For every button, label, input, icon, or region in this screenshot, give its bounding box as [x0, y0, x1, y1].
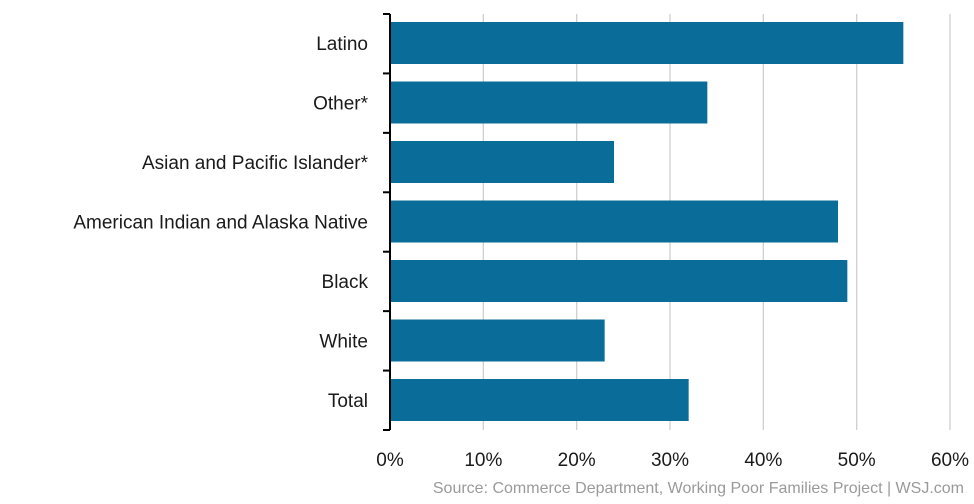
x-tick-label-50: 50%: [838, 450, 876, 471]
y-axis: [383, 13, 391, 431]
category-label-3: American Indian and Alaska Native: [73, 213, 368, 234]
category-label-4: Black: [322, 272, 369, 293]
x-tick-label-60: 60%: [931, 450, 969, 471]
source-note: Source: Commerce Department, Working Poo…: [432, 480, 964, 497]
category-label-5: White: [319, 332, 368, 353]
category-label-1: Other*: [313, 94, 369, 115]
bars: [390, 22, 904, 421]
bar-1: [390, 81, 708, 124]
x-tick-label-20: 20%: [558, 450, 596, 471]
category-label-0: Latino: [316, 34, 368, 55]
x-tick-label-30: 30%: [651, 450, 689, 471]
x-tick-label-40: 40%: [744, 450, 782, 471]
x-tick-label-0: 0%: [376, 450, 404, 471]
category-label-2: Asian and Pacific Islander*: [142, 153, 369, 174]
bar-3: [390, 200, 838, 243]
bar-0: [390, 22, 904, 64]
category-labels: Latino Other* Asian and Pacific Islander* A…: [73, 34, 368, 412]
bar-2: [390, 141, 614, 183]
x-tick-labels: 0% 10% 20% 30% 40% 50% 60%: [376, 450, 969, 471]
category-label-6: Total: [328, 391, 368, 412]
x-tick-label-10: 10%: [464, 450, 502, 471]
bar-6: [390, 379, 689, 421]
bar-4: [390, 260, 848, 302]
bar-5: [390, 319, 605, 362]
